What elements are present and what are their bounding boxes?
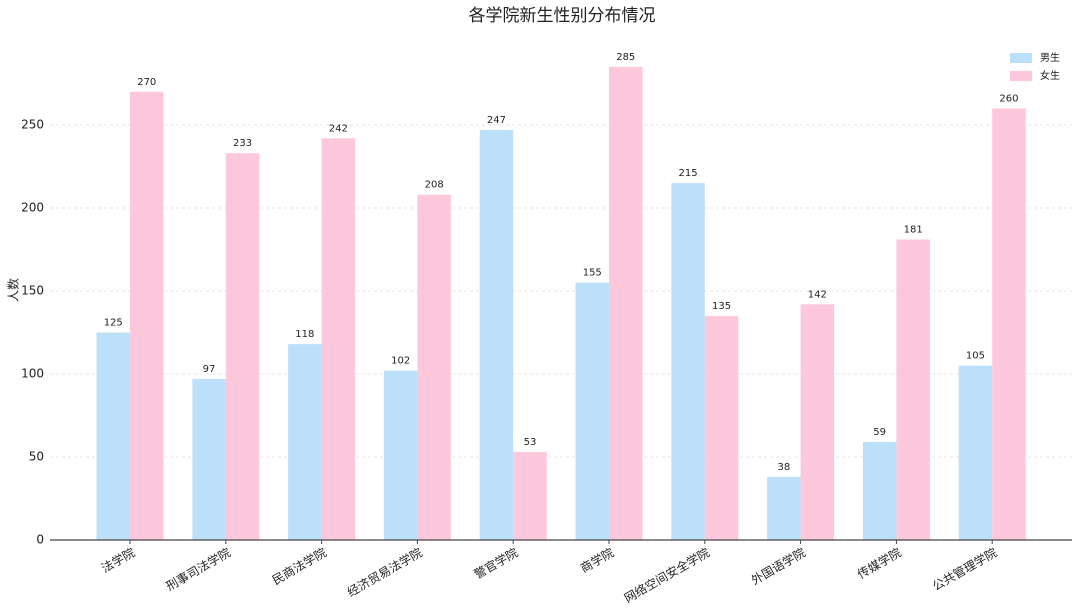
bar	[992, 108, 1026, 541]
y-tick-label: 0	[36, 533, 44, 547]
bar	[417, 194, 451, 540]
y-tick-label: 200	[21, 201, 44, 215]
value-label: 285	[616, 52, 635, 63]
bar	[130, 91, 164, 541]
x-tick-label: 经济贸易法学院	[344, 545, 424, 600]
value-label: 242	[329, 123, 348, 134]
bar	[225, 153, 260, 540]
value-label: 142	[808, 289, 827, 300]
bar	[383, 370, 418, 540]
x-tick-label: 网络空间安全学院	[621, 545, 712, 606]
value-label: 260	[999, 93, 1018, 104]
y-axis-label: 人数	[6, 278, 21, 302]
bar	[513, 452, 547, 540]
x-tick-label: 法学院	[99, 545, 138, 576]
bar	[609, 66, 643, 541]
x-tick-label: 公共管理学院	[930, 545, 1000, 594]
value-label: 53	[524, 437, 537, 448]
value-label: 233	[233, 138, 252, 149]
bar	[862, 442, 897, 540]
legend-label: 男生	[1040, 51, 1060, 64]
bar	[767, 476, 801, 540]
bar	[704, 315, 739, 540]
bar	[958, 365, 993, 540]
x-tick-label: 刑事司法学院	[163, 545, 233, 594]
x-tick-label: 外国语学院	[748, 545, 807, 588]
legend-swatch	[1010, 71, 1032, 81]
value-label: 118	[295, 329, 314, 340]
value-label: 247	[487, 115, 506, 126]
bar	[192, 378, 226, 540]
value-label: 38	[777, 462, 790, 473]
value-label: 208	[425, 180, 444, 191]
value-label: 135	[712, 301, 731, 312]
bar	[321, 138, 356, 540]
value-label: 102	[391, 356, 410, 367]
value-label: 59	[873, 427, 886, 438]
bar	[671, 183, 705, 540]
value-label: 215	[679, 168, 698, 179]
y-tick-label: 150	[21, 284, 44, 298]
x-tick-label: 传媒学院	[855, 545, 904, 582]
x-tick-label: 民商法学院	[269, 545, 328, 588]
x-tick-label: 商学院	[578, 545, 617, 576]
value-label: 155	[583, 268, 602, 279]
y-tick-label: 250	[21, 118, 44, 132]
legend-label: 女生	[1040, 69, 1060, 82]
value-label: 270	[137, 77, 156, 88]
y-tick-label: 50	[29, 450, 44, 464]
bar	[896, 239, 930, 541]
value-label: 181	[904, 225, 923, 236]
value-label: 97	[203, 364, 216, 375]
x-tick-label: 警官学院	[471, 545, 520, 582]
bar	[800, 304, 835, 540]
bar	[479, 129, 514, 541]
y-tick-label: 100	[21, 367, 44, 381]
legend-swatch	[1010, 53, 1032, 63]
bar	[96, 332, 130, 540]
value-label: 105	[966, 351, 985, 362]
chart-title: 各学院新生性别分布情况	[469, 6, 656, 26]
value-label: 125	[104, 318, 123, 329]
bar	[575, 282, 609, 540]
bar	[288, 344, 322, 540]
